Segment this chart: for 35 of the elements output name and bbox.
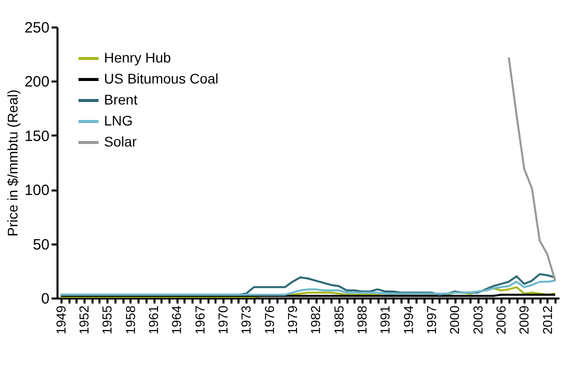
y-tick-label: 0 <box>41 290 50 308</box>
x-tick-label: 1961 <box>146 306 162 334</box>
x-tick-label: 1949 <box>53 306 68 334</box>
legend-label: Solar <box>104 134 138 150</box>
x-tick-label: 1991 <box>378 306 393 334</box>
legend-label: LNG <box>104 112 133 128</box>
line-series <box>508 56 556 282</box>
x-tick-label: 1958 <box>122 306 138 334</box>
y-tick-label: 200 <box>24 74 50 91</box>
y-tick-label: 100 <box>24 182 50 200</box>
legend-label: Brent <box>104 92 138 108</box>
x-tick-label: 1952 <box>76 306 92 334</box>
x-tick-label: 1970 <box>216 306 231 334</box>
y-axis-title: Price in $/mmbtu (Real) <box>4 89 20 237</box>
x-tick-label: 1976 <box>262 306 277 334</box>
x-tick-label: 1973 <box>238 306 254 334</box>
x-tick-label: 1997 <box>424 306 440 334</box>
x-tick-label: 1985 <box>331 306 346 334</box>
x-tick-label: 1967 <box>192 306 208 334</box>
x-tick-label: 1982 <box>308 306 324 334</box>
y-tick-label: 150 <box>24 128 50 145</box>
x-tick-label: 2009 <box>516 306 532 334</box>
legend-label: US Bitumous Coal <box>104 70 218 86</box>
y-tick-label: 250 <box>24 20 50 36</box>
y-tick-label: 50 <box>32 236 50 254</box>
x-tick-label: 2006 <box>494 306 509 334</box>
x-tick-label: 2012 <box>540 306 555 334</box>
x-tick-label: 2000 <box>447 306 462 334</box>
x-tick-label: 2003 <box>470 306 486 334</box>
x-tick-label: 1994 <box>400 306 416 334</box>
legend-label: Henry Hub <box>104 50 172 66</box>
x-tick-label: 1979 <box>285 306 300 334</box>
x-tick-label: 1955 <box>100 306 115 334</box>
x-tick-label: 1964 <box>169 306 184 334</box>
x-tick-label: 1988 <box>354 306 370 334</box>
